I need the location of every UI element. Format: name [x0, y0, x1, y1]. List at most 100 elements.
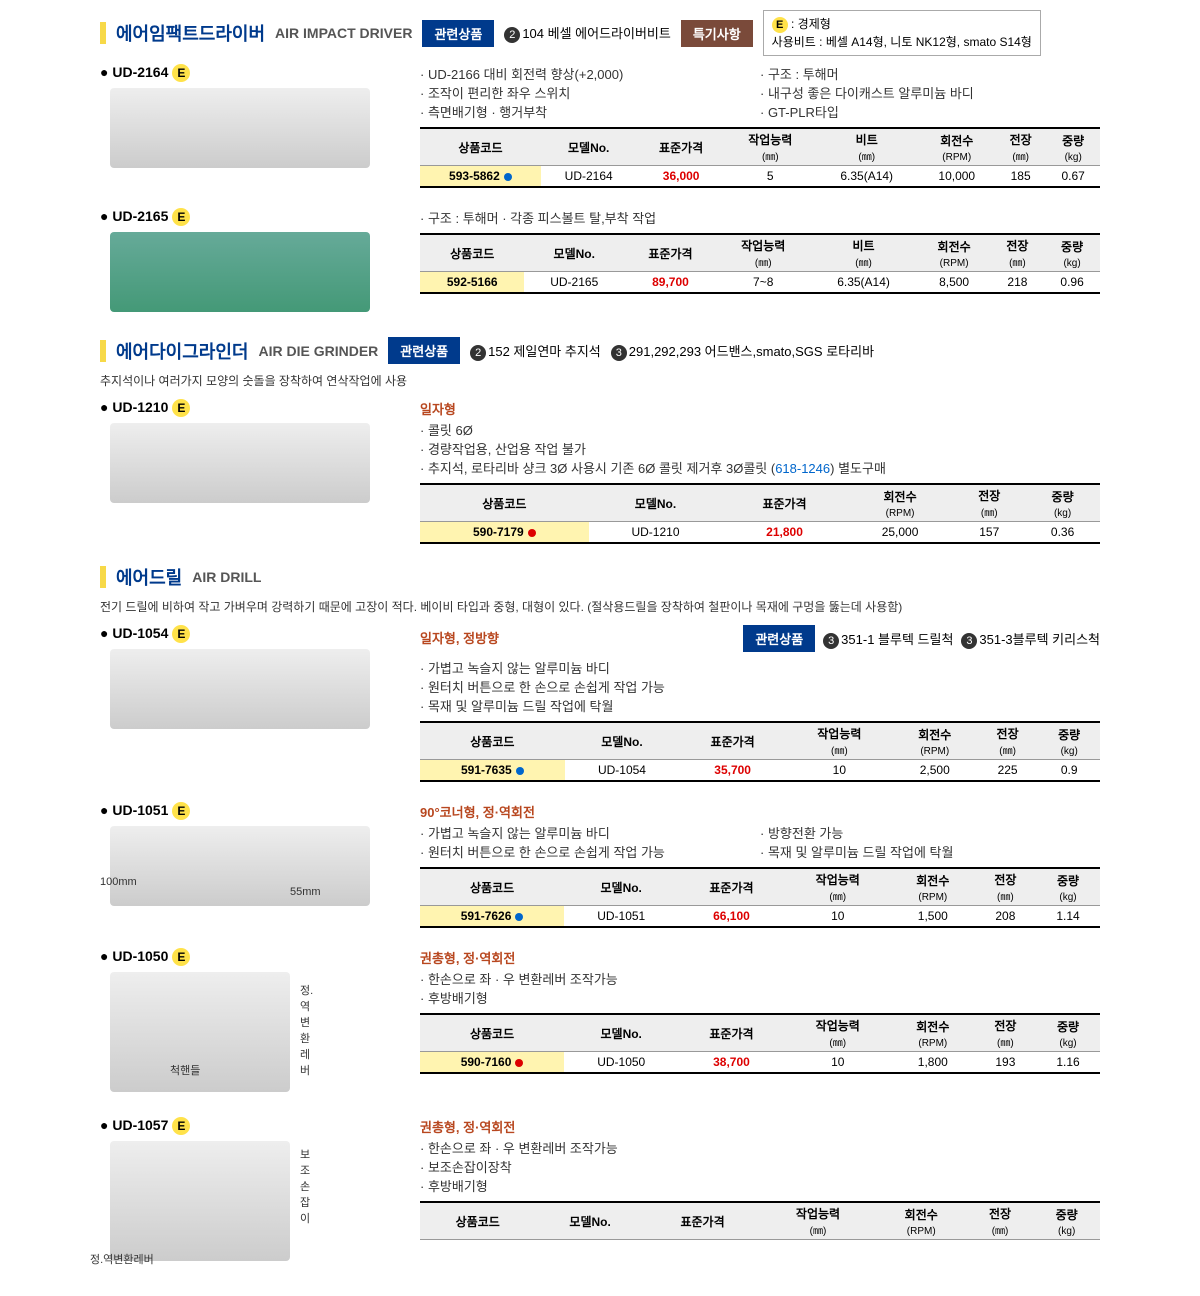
col-header: 비트(㎜) [810, 234, 918, 272]
image-label: 55mm [290, 886, 321, 898]
product-image: 보조손잡이정.역변환레버 [110, 1141, 290, 1261]
col-header: 표준가격 [678, 868, 784, 906]
col-header: 상품코드 [420, 722, 565, 760]
spec-row: 591-7626UD-105166,100101,5002081.14 [420, 906, 1100, 928]
feature-item: · 후방배기형 [420, 1176, 1100, 1195]
price: 21,800 [722, 522, 846, 544]
accent-bar [100, 340, 106, 362]
col-header: 표준가격 [645, 1202, 760, 1240]
col-header: 중량(kg) [1044, 234, 1100, 272]
product-left: ● UD-1057E보조손잡이정.역변환레버 [100, 1117, 420, 1266]
spec-cell: 10 [785, 1052, 891, 1074]
spec-table: 상품코드모델No.표준가격작업능력(㎜)비트(㎜)회전수(RPM)전장(㎜)중량… [420, 127, 1100, 188]
feature-title: 90°코너형, 정·역회전 [420, 802, 1100, 821]
product-left: ● UD-2164E [100, 64, 420, 188]
feature-item: · GT-PLR타입 [760, 102, 1100, 121]
col-header: 전장(㎜) [995, 128, 1046, 166]
spec-cell: 7~8 [717, 272, 810, 294]
product-image [110, 232, 370, 312]
col-header: 모델No. [541, 128, 637, 166]
related-item: 2152 제일연마 추지석 [470, 341, 601, 361]
product-id: ● UD-2164E [100, 64, 420, 82]
product-code: 591-7626 [420, 906, 564, 928]
feature-item: · 조작이 편리한 좌우 스위치 [420, 83, 760, 102]
spec-cell: 1.16 [1036, 1052, 1100, 1074]
col-header: 표준가격 [624, 234, 717, 272]
category-title-ko: 에어임팩트드라이버 [116, 20, 265, 46]
spec-cell: 0.36 [1025, 522, 1100, 544]
feature-item: · 방향전환 가능 [760, 823, 1100, 842]
section: 에어임팩트드라이버AIR IMPACT DRIVER관련상품2104 베셀 에어… [0, 10, 1200, 317]
product-row: ● UD-2164E· UD-2166 대비 회전력 향상(+2,000)· 구… [100, 64, 1100, 188]
special-box: E : 경제형사용비트 : 베셀 A14형, 니토 NK12형, smato S… [763, 10, 1041, 56]
spec-table: 상품코드모델No.표준가격작업능력(㎜)회전수(RPM)전장(㎜)중량(kg)5… [420, 1013, 1100, 1074]
category-header: 에어다이그라인더AIR DIE GRINDER관련상품2152 제일연마 추지석… [100, 337, 1100, 364]
col-header: 작업능력(㎜) [785, 1014, 891, 1052]
feature-title: 일자형, 정방향 [420, 628, 499, 647]
col-header: 작업능력(㎜) [717, 234, 810, 272]
feature-item: · 가볍고 녹슬지 않는 알루미늄 바디 [420, 658, 1100, 677]
product-right: 권총형, 정·역회전· 한손으로 좌 · 우 변환레버 조작가능· 후방배기형상… [420, 948, 1100, 1097]
col-header: 전장(㎜) [967, 1202, 1034, 1240]
spec-cell: 25,000 [847, 522, 954, 544]
category-desc: 추지석이나 여러가지 모양의 숫돌을 장착하여 연삭작업에 사용 [100, 372, 1100, 389]
model-no: UD-1210 [589, 522, 723, 544]
col-header: 회전수(RPM) [876, 1202, 967, 1240]
features: · 콜릿 6Ø· 경량작업용, 산업용 작업 불가· 추지석, 로타리바 샹크 … [420, 420, 1100, 477]
product-code: 592-5166 [420, 272, 524, 294]
col-header: 전장(㎜) [975, 868, 1036, 906]
related-inline: 일자형, 정방향관련상품3351-1 블루텍 드릴척3351-3블루텍 키리스척 [420, 625, 1100, 652]
feature-item: · 목재 및 알루미늄 드릴 작업에 탁월 [760, 842, 1100, 861]
product-image [110, 423, 370, 503]
col-header: 표준가격 [722, 484, 846, 522]
spec-cell: 10 [786, 760, 893, 782]
price: 35,700 [679, 760, 786, 782]
category-header: 에어드릴AIR DRILL [100, 564, 1100, 590]
price: 66,100 [678, 906, 784, 928]
product-row: ● UD-1054E일자형, 정방향관련상품3351-1 블루텍 드릴척3351… [100, 625, 1100, 782]
special-badge: 특기사항 [681, 20, 753, 47]
product-row: ● UD-1210E일자형· 콜릿 6Ø· 경량작업용, 산업용 작업 불가· … [100, 399, 1100, 544]
spec-table: 상품코드모델No.표준가격작업능력(㎜)회전수(RPM)전장(㎜)중량(kg)5… [420, 721, 1100, 782]
spec-cell: 0.9 [1038, 760, 1100, 782]
product-code: 593-5862 [420, 166, 541, 188]
col-header: 작업능력(㎜) [785, 868, 891, 906]
e-badge: E [172, 1117, 190, 1135]
product-right: 일자형, 정방향관련상품3351-1 블루텍 드릴척3351-3블루텍 키리스척… [420, 625, 1100, 782]
feature-item: · 내구성 좋은 다이캐스트 알루미늄 바디 [760, 83, 1100, 102]
product-left: ● UD-1054E [100, 625, 420, 782]
e-badge: E [172, 625, 190, 643]
category-title-ko: 에어다이그라인더 [116, 338, 248, 364]
features: · 가볍고 녹슬지 않는 알루미늄 바디· 방향전환 가능· 원터치 버튼으로 … [420, 823, 1100, 861]
features: · 가볍고 녹슬지 않는 알루미늄 바디· 원터치 버튼으로 한 손으로 손쉽게… [420, 658, 1100, 715]
e-badge: E [172, 802, 190, 820]
feature-item: · 가볍고 녹슬지 않는 알루미늄 바디 [420, 823, 760, 842]
features: · 한손으로 좌 · 우 변환레버 조작가능· 후방배기형 [420, 969, 1100, 1007]
col-header: 표준가격 [678, 1014, 784, 1052]
price: 89,700 [624, 272, 717, 294]
col-header: 회전수(RPM) [919, 128, 995, 166]
spec-cell: 225 [977, 760, 1039, 782]
spec-cell: 2,500 [893, 760, 977, 782]
col-header: 중량(kg) [1033, 1202, 1100, 1240]
col-header: 전장(㎜) [953, 484, 1025, 522]
col-header: 작업능력(㎜) [786, 722, 893, 760]
col-header: 상품코드 [420, 484, 589, 522]
model-no: UD-1050 [564, 1052, 678, 1074]
col-header: 회전수(RPM) [847, 484, 954, 522]
feature-item [760, 208, 1100, 227]
product-id: ● UD-2165E [100, 208, 420, 226]
product-left: ● UD-1050E정.역 변환레버척핸들 [100, 948, 420, 1097]
spec-cell: 5 [726, 166, 815, 188]
feature-item: · 경량작업용, 산업용 작업 불가 [420, 439, 1100, 458]
spec-row: 592-5166UD-216589,7007~86.35(A14)8,50021… [420, 272, 1100, 294]
col-header: 상품코드 [420, 128, 541, 166]
col-header: 중량(kg) [1038, 722, 1100, 760]
spec-cell: 10 [785, 906, 891, 928]
product-left: ● UD-2165E [100, 208, 420, 317]
spec-table: 상품코드모델No.표준가격회전수(RPM)전장(㎜)중량(kg)590-7179… [420, 483, 1100, 544]
image-label: 100mm [100, 876, 137, 888]
spec-cell: 6.35(A14) [810, 272, 918, 294]
section: 에어드릴AIR DRILL전기 드릴에 비하여 작고 가벼우며 강력하기 때문에… [0, 564, 1200, 1266]
col-header: 비트(㎜) [815, 128, 919, 166]
